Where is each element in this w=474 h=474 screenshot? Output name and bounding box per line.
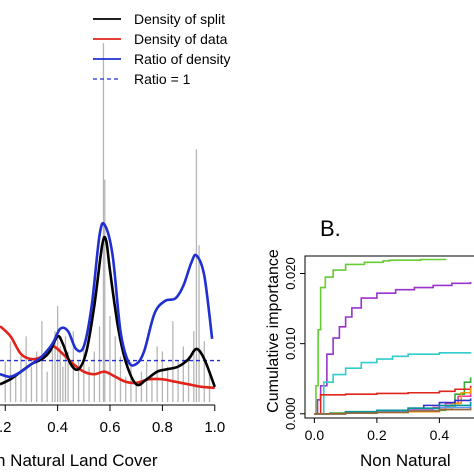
x-tick-label: .2 xyxy=(0,419,11,436)
legend-label: Ratio = 1 xyxy=(134,71,191,87)
split-histogram xyxy=(4,43,211,402)
series-line-density-of-data xyxy=(0,325,215,390)
panel-b-plot-frame xyxy=(304,255,474,419)
panel-b-axes: 0.000 0.010 0.020 0.0 0.2 0.4 xyxy=(283,255,474,443)
cumulative-importance-line xyxy=(314,258,447,415)
series-line-density-of-split xyxy=(0,235,216,388)
legend-label: Density of data xyxy=(134,31,228,47)
x-tick-label: 0.4 xyxy=(47,419,68,436)
y-tick-label: 0.000 xyxy=(283,398,298,431)
panel-b-y-axis-label: Cumulative importance xyxy=(265,249,282,413)
cumulative-importance-line xyxy=(314,351,472,415)
legend-label: Ratio of density xyxy=(134,51,231,67)
panel-b-x-axis-label: Non Natural xyxy=(360,451,451,470)
panel-a-legend: Density of split Density of data Ratio of … xyxy=(93,11,231,87)
cumulative-importance-line xyxy=(314,281,472,415)
panel-b-series xyxy=(314,258,472,415)
series-line-ratio-of-density xyxy=(0,221,214,379)
y-tick-label: 0.010 xyxy=(283,327,298,360)
x-tick-label: 1.0 xyxy=(204,419,225,436)
cumulative-importance-line xyxy=(314,385,472,415)
y-tick-label: 0.020 xyxy=(283,257,298,290)
cumulative-importance-line xyxy=(314,407,472,415)
panel-b-label: B. xyxy=(320,216,341,241)
x-tick-label: 0.0 xyxy=(305,427,325,443)
panel-a-density-chart: .2 0.4 0.6 0.8 1.0 n Natural Land Cover Dens… xyxy=(0,11,231,470)
x-tick-label: 0.2 xyxy=(367,427,387,443)
x-tick-label: 0.6 xyxy=(100,419,121,436)
legend-label: Density of split xyxy=(134,11,225,27)
x-tick-label: 0.4 xyxy=(430,427,450,443)
panel-a-x-axis-label: n Natural Land Cover xyxy=(0,451,158,470)
panel-a-series xyxy=(0,221,216,390)
panel-b-cumulative-importance-chart: B. 0.000 0.010 0.020 0.0 0.2 0.4 Cumulative i… xyxy=(265,216,474,470)
panel-a-x-axis: .2 0.4 0.6 0.8 1.0 xyxy=(0,404,225,436)
x-tick-label: 0.8 xyxy=(152,419,173,436)
